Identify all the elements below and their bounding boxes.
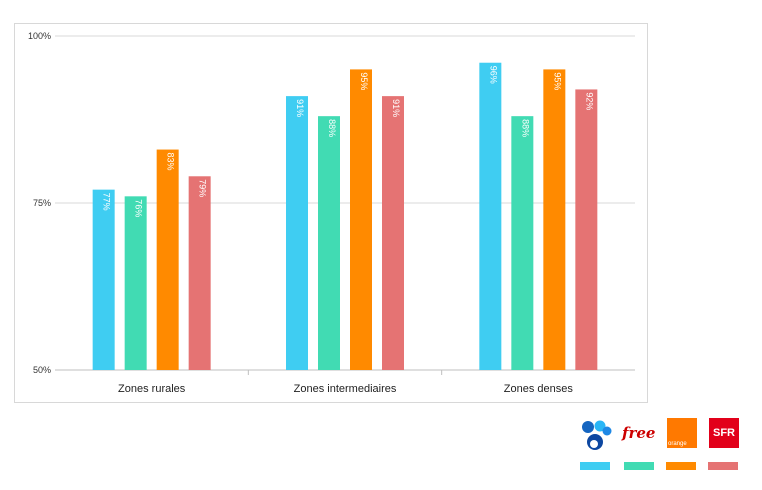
legend-swatch-free xyxy=(624,462,654,470)
bar-value-label: 88% xyxy=(520,119,530,137)
legend-item-free: free xyxy=(622,418,656,472)
bar xyxy=(188,176,211,370)
legend: free orange SFR xyxy=(578,418,748,474)
bar-value-label: 96% xyxy=(488,66,498,84)
legend-item-sfr: SFR xyxy=(706,418,740,472)
x-tick-label: Zones intermediaires xyxy=(294,383,397,395)
legend-swatch-bouygues xyxy=(580,462,610,470)
legend-item-orange: orange xyxy=(664,418,698,472)
orange-logo-text: orange xyxy=(668,441,687,447)
bar-value-label: 92% xyxy=(584,92,594,110)
bar-value-label: 88% xyxy=(327,119,337,137)
bar-value-label: 95% xyxy=(359,72,369,90)
bar xyxy=(286,96,308,371)
bar-value-label: 77% xyxy=(102,193,112,211)
chart-area: 50% 75% 100% 77% 76% 83% 79% Zones rurales 91% 88… xyxy=(14,23,648,403)
bar-value-label: 83% xyxy=(166,153,176,171)
y-tick-label: 100% xyxy=(28,31,51,41)
bar xyxy=(575,89,598,370)
bar xyxy=(156,149,179,370)
bar xyxy=(382,96,404,371)
bar-chart: 50% 75% 100% 77% 76% 83% 79% Zones rurales 91% 88… xyxy=(28,31,635,395)
bar-value-label: 91% xyxy=(391,99,401,117)
bar xyxy=(92,189,115,370)
bar xyxy=(318,116,340,370)
bar xyxy=(124,196,147,370)
x-tick-label: Zones denses xyxy=(504,383,574,395)
legend-item-bouygues xyxy=(578,418,612,472)
orange-logo: orange xyxy=(667,418,697,448)
y-tick-label: 50% xyxy=(33,365,51,375)
bar-value-label: 79% xyxy=(198,179,208,197)
y-tick-label: 75% xyxy=(33,198,51,208)
legend-swatch-sfr xyxy=(708,462,738,470)
bar-value-label: 91% xyxy=(295,99,305,117)
bar xyxy=(350,69,372,371)
legend-swatch-orange xyxy=(666,462,696,470)
bar xyxy=(511,116,534,370)
bar xyxy=(543,69,566,371)
sfr-logo: SFR xyxy=(709,418,739,448)
x-tick-label: Zones rurales xyxy=(118,383,186,395)
bar xyxy=(479,62,502,370)
free-logo: free xyxy=(622,424,656,442)
bar-value-label: 76% xyxy=(134,199,144,217)
bouygues-logo-icon xyxy=(582,420,612,450)
bar-value-label: 95% xyxy=(552,72,562,90)
